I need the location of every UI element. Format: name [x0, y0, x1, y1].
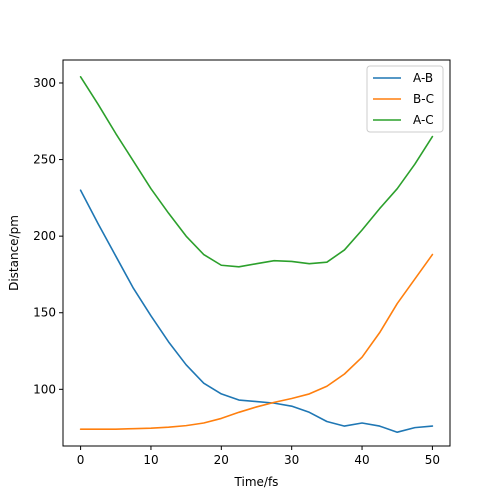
x-tick-label: 0: [77, 453, 85, 467]
y-tick-label: 100: [33, 382, 56, 396]
x-tick-label: 50: [425, 453, 440, 467]
y-tick-label: 150: [33, 306, 56, 320]
legend-box: [366, 65, 444, 133]
y-tick-label: 200: [33, 229, 56, 243]
x-tick-label: 30: [284, 453, 299, 467]
series-line-b-c: [79, 253, 434, 430]
y-axis-ticks: 100 150 200 250 300: [33, 76, 63, 396]
axes-spines: [62, 59, 451, 447]
y-axis-label: Distance/pm: [7, 215, 21, 291]
series-line-a-c: [79, 76, 434, 268]
legend-label-a-b: A-B: [413, 71, 433, 85]
x-tick-label: 40: [354, 453, 369, 467]
x-axis-label: Time/fs: [234, 475, 279, 489]
axes-frame: [62, 59, 451, 447]
x-tick-label: 10: [143, 453, 158, 467]
series-line-a-b: [79, 189, 434, 434]
legend: A-B B-C A-C: [366, 65, 444, 133]
y-tick-label: 250: [33, 153, 56, 167]
series-layer: [79, 76, 434, 434]
y-tick-label: 300: [33, 76, 56, 90]
x-tick-label: 20: [214, 453, 229, 467]
legend-label-a-c: A-C: [413, 113, 434, 127]
x-axis-ticks: 0 10 20 30 40 50: [77, 446, 440, 467]
legend-label-b-c: B-C: [413, 92, 434, 106]
